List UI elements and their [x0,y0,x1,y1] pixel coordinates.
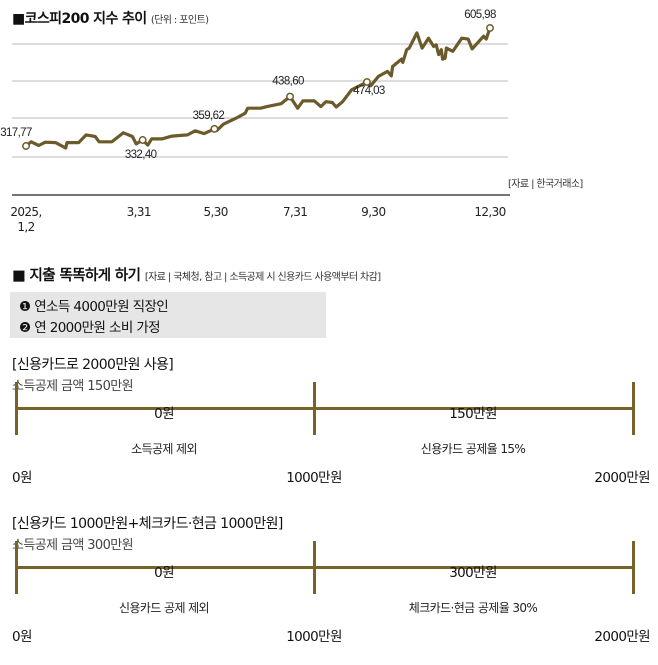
scenario-bar-tick [313,541,316,594]
data-point-marker [138,136,147,144]
data-point-marker [486,24,494,32]
scale-label: 2000만원 [594,629,650,645]
segment-value: 300만원 [449,565,497,581]
chart-unit-note: (단위 : 포인트) [150,15,209,26]
scenario-bar-tick [15,541,18,594]
scenario-heading: [신용카드로 2000만원 사용] [12,357,174,373]
section-title-text: ■ 지출 똑똑하게 하기 [12,268,141,284]
scenario-bar-tick [313,382,316,435]
scenario-heading: [신용카드 1000만원+체크카드·현금 1000만원] [12,516,283,532]
data-label: 474,03 [353,85,385,97]
x-tick-label: 9,30 [361,205,386,219]
data-label: 438,60 [272,76,304,88]
chart-title: ■코스피200 지수 추이 (단위 : 포인트) [12,8,209,28]
kospi200-line-chart: 317,77 332,40 359,62 438,60 474,03 605,98 [0,9,510,196]
segment-description: 신용카드 공제율 15% [420,442,526,456]
data-point-marker [286,92,294,101]
scenario-deduction-amount: 소득공제 금액 300만원 [12,538,134,553]
chart-title-text: ■코스피200 지수 추이 [12,11,147,27]
scenario-bar-tick [632,382,635,435]
scale-label: 0원 [12,470,32,486]
segment-value: 0원 [154,565,174,581]
scale-label: 2000만원 [594,470,650,486]
data-point-marker [210,124,219,133]
segment-description: 체크카드·현금 공제율 30% [408,601,538,615]
scenario-deduction-amount: 소득공제 금액 150만원 [12,379,134,394]
scenario-bar-line [15,566,635,569]
section-title: ■ 지출 똑똑하게 하기 [자료 | 국체청, 참고 | 소득공제 시 신용카드… [12,264,381,285]
chart-source: [자료 | 한국거래소] [508,179,583,190]
scenario-bar-line [15,407,635,410]
x-tick-label: 5,30 [203,205,229,219]
segment-description: 신용카드 공제 제외 [119,601,210,615]
data-label: 359,62 [193,110,225,122]
scale-label: 1000만원 [286,629,342,645]
section-note: [자료 | 국체청, 참고 | 소득공제 시 신용카드 사용액부터 차감] [144,272,381,283]
scale-label: 0원 [12,629,32,645]
kospi200-series-line [24,27,492,150]
segment-description: 소득공제 제외 [131,442,197,456]
x-tick-label: 12,30 [474,205,506,219]
data-label: 605,98 [464,9,496,21]
scenario-bar-tick [632,541,635,594]
data-point-marker [22,142,30,150]
assumptions-box: ❶ 연소득 4000만원 직장인 ❷ 연 2000만원 소비 가정 [10,292,326,338]
data-label: 317,77 [0,127,32,139]
segment-value: 0원 [154,406,174,422]
x-tick-label: 2025, 1,2 [10,205,42,234]
data-label: 332,40 [125,149,157,161]
scale-label: 1000만원 [286,470,342,486]
data-point-marker [363,78,371,86]
x-tick-label: 7,31 [282,205,308,219]
x-tick-label: 3,31 [126,205,152,219]
assumption-1: ❶ 연소득 4000만원 직장인 [19,299,169,315]
scenario-bar-tick [15,382,18,435]
segment-value: 150만원 [449,406,497,422]
assumption-2: ❷ 연 2000만원 소비 가정 [19,320,161,336]
